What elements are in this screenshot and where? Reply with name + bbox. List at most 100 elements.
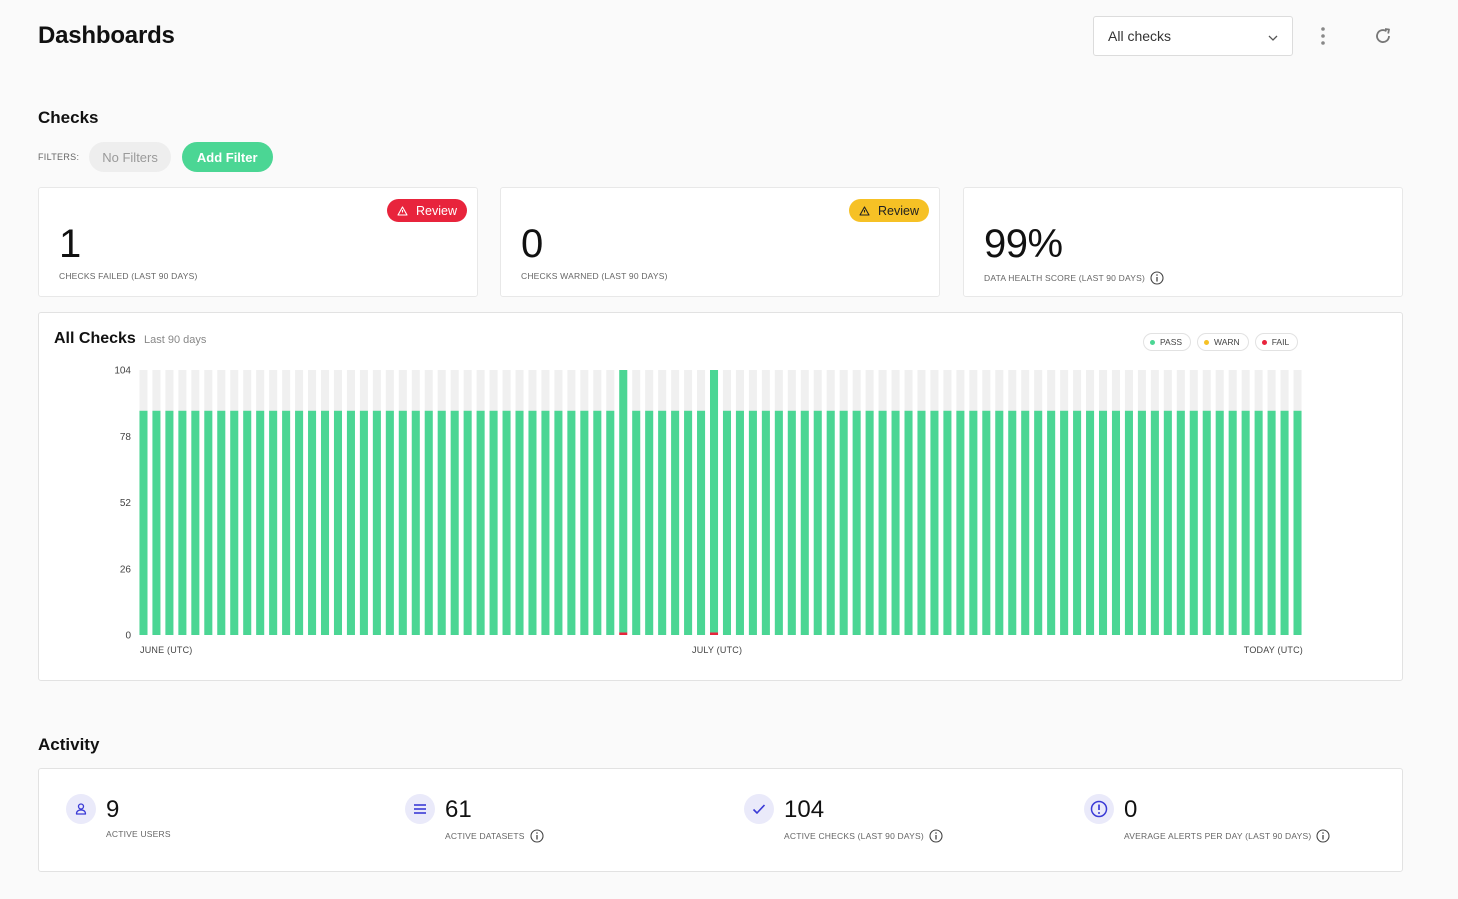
bar-pass [930, 410, 939, 635]
chart-title: All Checks [54, 330, 136, 347]
y-tick-label: 104 [114, 366, 131, 377]
bar-pass [813, 410, 822, 635]
y-tick-label: 26 [120, 564, 132, 575]
bar-pass [1267, 410, 1276, 635]
bar-pass [826, 410, 835, 635]
info-icon[interactable] [1150, 271, 1164, 285]
bar-pass [852, 410, 861, 635]
bar-pass [463, 410, 472, 635]
bar-fail [709, 632, 719, 635]
average-alerts-value: 0 [1124, 796, 1138, 823]
health-score-value: 99% [984, 222, 1063, 266]
warned-count: 0 [521, 222, 543, 266]
bar-pass [385, 410, 394, 635]
bar-pass [593, 410, 602, 635]
review-failed-button[interactable]: Review [387, 199, 467, 222]
bar-pass [282, 410, 291, 635]
bar-pass [956, 410, 965, 635]
bar-pass [1163, 410, 1172, 635]
info-icon[interactable] [1316, 829, 1330, 843]
bar-pass [515, 410, 524, 635]
failed-count: 1 [59, 222, 81, 266]
bar-pass [1280, 410, 1289, 635]
bar-pass [1124, 410, 1133, 635]
pass-dot-icon [1150, 339, 1155, 345]
active-datasets-value: 61 [445, 796, 472, 823]
bar-pass [891, 410, 900, 635]
bar-pass [580, 410, 589, 635]
add-filter-button[interactable]: Add Filter [181, 142, 273, 172]
more-options-icon[interactable] [1311, 24, 1335, 48]
review-warned-button[interactable]: Review [849, 199, 929, 222]
bar-pass [1008, 410, 1017, 635]
info-icon[interactable] [530, 829, 544, 843]
active-checks-value: 104 [784, 796, 825, 823]
bar-pass [191, 410, 200, 635]
health-score-label: DATA HEALTH SCORE (LAST 90 DAYS) [984, 271, 1164, 285]
bar-pass [1189, 410, 1198, 635]
warned-checks-card: Review 0 CHECKS WARNED (LAST 90 DAYS) [500, 187, 940, 297]
health-score-card: 99% DATA HEALTH SCORE (LAST 90 DAYS) [963, 187, 1403, 297]
warning-icon [859, 205, 870, 216]
bar-pass [1215, 410, 1224, 635]
bar-pass [748, 410, 757, 635]
bar-pass [359, 410, 368, 635]
bar-pass [1086, 410, 1095, 635]
bar-pass [709, 370, 719, 633]
bar-pass [489, 410, 498, 635]
bar-pass [398, 410, 407, 635]
bar-pass [735, 410, 744, 635]
x-tick-label: TODAY (UTC) [1244, 645, 1303, 655]
bar-pass [541, 410, 550, 635]
y-tick-label: 78 [120, 432, 132, 443]
y-tick-label: 0 [125, 631, 131, 642]
bar-pass [658, 410, 667, 635]
bar-pass [502, 410, 511, 635]
bar-pass [1047, 410, 1056, 635]
bar-pass [1202, 410, 1211, 635]
filters-label: FILTERS: [38, 152, 80, 162]
bar-pass [333, 410, 343, 635]
bar-pass [165, 410, 174, 635]
review-label: Review [416, 203, 457, 218]
bar-pass [761, 410, 770, 635]
bar-pass [372, 410, 381, 635]
bar-pass [1137, 410, 1146, 635]
bar-pass [269, 410, 278, 635]
info-icon[interactable] [929, 829, 943, 843]
bar-pass [567, 410, 576, 635]
bar-pass [178, 410, 187, 635]
active-users-label: ACTIVE USERS [106, 829, 171, 839]
bar-pass [528, 410, 537, 635]
bar-pass [230, 410, 239, 635]
bar-pass [450, 410, 459, 635]
bar-pass [800, 410, 809, 635]
bar-pass [152, 410, 161, 635]
bar-pass [1111, 410, 1121, 635]
legend-pass[interactable]: PASS [1143, 333, 1192, 351]
bar-pass [217, 410, 226, 635]
bar-pass [632, 410, 641, 635]
bar-pass [346, 410, 355, 635]
checks-select[interactable]: All checks [1093, 16, 1293, 56]
bar-pass [476, 410, 485, 635]
bar-pass [1241, 410, 1250, 635]
bar-pass [1254, 410, 1263, 635]
bar-pass [243, 410, 252, 635]
bar-pass [697, 410, 706, 635]
bar-pass [139, 410, 148, 635]
bar-pass [839, 410, 848, 635]
activity-section-title: Activity [38, 735, 100, 754]
legend-warn[interactable]: WARN [1197, 333, 1249, 351]
legend-fail[interactable]: FAIL [1254, 333, 1299, 351]
refresh-icon[interactable] [1371, 24, 1395, 48]
bar-pass [1034, 410, 1043, 635]
bar-pass [606, 410, 615, 635]
bar-pass [1176, 410, 1185, 635]
user-icon [66, 794, 96, 824]
failed-label: CHECKS FAILED (LAST 90 DAYS) [59, 271, 198, 281]
bar-pass [904, 410, 913, 635]
review-label: Review [878, 203, 919, 218]
bar-pass [1021, 410, 1030, 635]
bar-pass [878, 410, 887, 635]
